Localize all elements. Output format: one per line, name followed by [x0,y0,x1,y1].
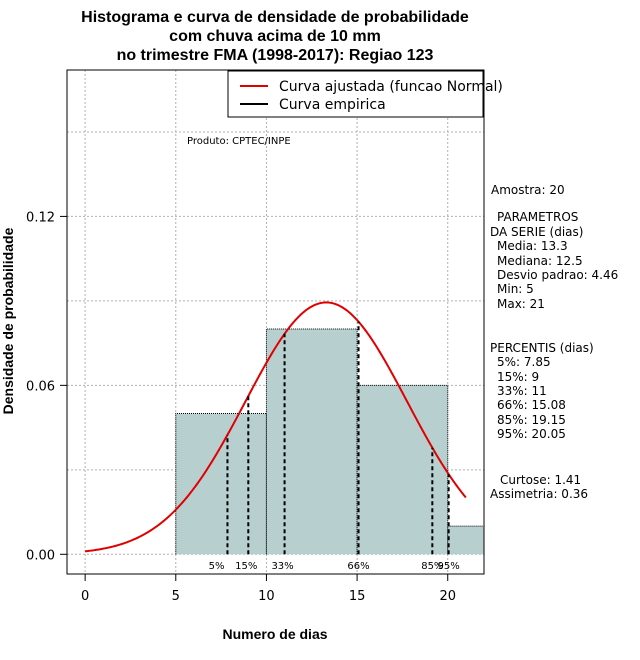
legend: Curva ajustada (funcao Normal) Curva emp… [227,70,503,118]
chart-title-line-3: no trimestre FMA (1998-2017): Regiao 123 [117,47,434,64]
stat-params-header-2: DA SERIE (dias) [490,225,583,239]
legend-box [227,70,484,118]
stat-p5: 5%: 7.85 [497,355,551,369]
curve-layer [85,301,467,553]
histogram-bar-3 [447,526,484,555]
histogram-bar-outline-2 [356,384,449,555]
percentile-label-1: 15% [235,561,257,572]
legend-label-empirical: Curva empirica [279,97,386,113]
y-tick-label-2: 0.12 [26,210,55,225]
stat-params-header-1: PARAMETROS [497,210,578,224]
y-tick-label-0: 0.00 [26,548,55,563]
normal-curve-line [85,301,467,553]
stat-p85: 85%: 19.15 [497,413,566,427]
stat-assimetria: Assimetria: 0.36 [490,487,588,501]
x-axis-title: Numero de dias [222,626,327,642]
x-tick-label-0: 0 [81,589,89,604]
stat-min: Min: 5 [497,282,534,296]
histogram-bar-outline-0 [175,413,267,555]
chart-title-line-2: com chuva acima de 10 mm [169,28,381,45]
stat-mediana: Mediana: 12.5 [497,254,583,268]
stats-panel: Amostra: 20 PARAMETROS DA SERIE (dias) M… [490,183,618,501]
percentile-label-0: 5% [209,561,225,572]
percentile-label-2: 33% [271,561,293,572]
x-tick-label-2: 10 [258,589,275,604]
stat-max: Max: 21 [497,297,545,311]
stat-media: Media: 13.3 [497,239,568,253]
histogram-bar-1 [266,329,358,555]
histogram-bar-2 [357,385,448,555]
x-tick-label-4: 20 [439,589,456,604]
x-tick-label-3: 15 [349,589,366,604]
stat-p95: 95%: 20.05 [497,427,566,441]
legend-label-fitted: Curva ajustada (funcao Normal) [279,79,503,95]
percentile-label-4: 85% [421,561,443,572]
stat-p66: 66%: 15.08 [497,398,566,412]
stat-p33: 33%: 11 [497,384,547,398]
x-axis: 0 5 10 15 20 [81,573,456,604]
y-axis-title: Densidade de probabilidade [0,227,16,414]
y-tick-label-1: 0.06 [26,379,55,394]
percentile-layer: 5% 15% 33% 66% 85%95% [209,321,460,572]
stat-curtose: Curtose: 1.41 [500,473,581,487]
chart-title-line-1: Histograma e curva de densidade de proba… [81,9,469,26]
y-axis: 0.00 0.06 0.12 [26,210,68,563]
histogram-bar-0 [175,413,267,555]
percentile-label-5: 95% [438,561,460,572]
stat-desvio: Desvio padrao: 4.46 [497,268,618,282]
stat-percentis-header: PERCENTIS (dias) [490,341,594,355]
percentile-label-3: 66% [347,561,369,572]
stat-p15: 15%: 9 [497,370,539,384]
product-annotation: Produto: CPTEC/INPE [187,136,291,147]
x-tick-label-1: 5 [172,589,180,604]
stat-sample: Amostra: 20 [491,183,565,197]
bars-layer [175,328,484,555]
